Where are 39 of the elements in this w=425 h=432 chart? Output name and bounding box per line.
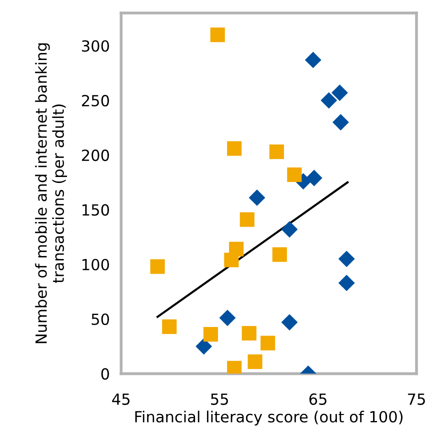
point bbox=[332, 114, 349, 130]
point bbox=[196, 338, 212, 355]
point bbox=[260, 336, 276, 350]
x-axis-title: Financial literacy score (out of 100) bbox=[135, 410, 403, 426]
point bbox=[269, 144, 284, 160]
point bbox=[150, 259, 165, 274]
point bbox=[224, 252, 239, 268]
y-tick-label: 150 bbox=[82, 204, 109, 216]
point bbox=[306, 170, 322, 186]
x-tick-label: 45 bbox=[112, 394, 130, 405]
point bbox=[338, 250, 355, 268]
y-tick-label: 0 bbox=[101, 368, 109, 380]
point bbox=[210, 28, 225, 42]
point bbox=[304, 52, 322, 68]
point bbox=[338, 274, 355, 292]
point bbox=[227, 141, 242, 156]
y-tick-label: 250 bbox=[82, 94, 109, 106]
point bbox=[281, 221, 298, 238]
y-tick-label: 200 bbox=[82, 150, 109, 162]
y-tick-label: 300 bbox=[82, 40, 109, 52]
x-tick-label: 75 bbox=[408, 394, 425, 405]
point bbox=[227, 360, 242, 374]
x-tick-label: 55 bbox=[211, 394, 228, 405]
y-axis-title: Number of mobile and internet banking transactions (per adult) bbox=[35, 43, 67, 344]
point bbox=[331, 84, 348, 101]
point bbox=[242, 326, 256, 341]
point bbox=[281, 314, 298, 331]
point bbox=[248, 189, 266, 206]
point bbox=[240, 212, 254, 227]
point bbox=[162, 319, 177, 334]
point bbox=[320, 92, 338, 109]
y-tick-label: 50 bbox=[92, 313, 109, 326]
point bbox=[287, 167, 302, 182]
point bbox=[203, 327, 218, 342]
point bbox=[248, 354, 262, 369]
x-tick-label: 65 bbox=[309, 393, 326, 405]
y-tick-label: 100 bbox=[82, 258, 109, 270]
point bbox=[272, 247, 287, 262]
point bbox=[219, 310, 236, 326]
